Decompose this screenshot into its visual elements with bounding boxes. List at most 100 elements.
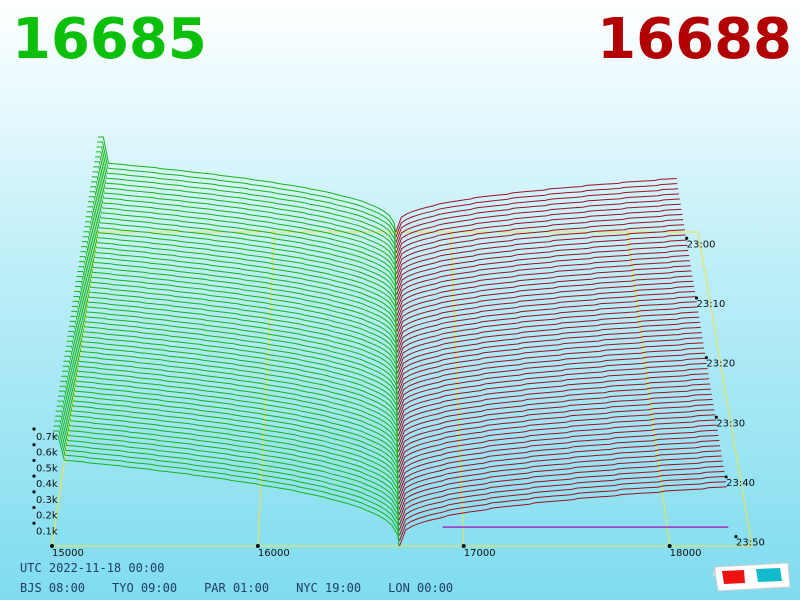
ask-series-line [397, 368, 708, 426]
time-tick-label: 23:20 [706, 359, 735, 370]
bid-series-line [85, 221, 397, 322]
ask-series-line [395, 183, 678, 238]
ask-series-line [398, 450, 722, 510]
bid-series-line [60, 380, 399, 489]
y-tick [32, 521, 36, 525]
bid-series-line [95, 151, 396, 248]
ask-series-line [395, 193, 680, 248]
bid-series-line [59, 385, 399, 494]
timezone-bjs: BJS 08:00 [20, 581, 86, 595]
ask-series-line [397, 357, 706, 416]
ask-series-line [395, 178, 677, 233]
ask-series-line [398, 419, 717, 479]
y-tick-label: 0.7k [36, 432, 58, 443]
y-tick [32, 443, 36, 447]
ask-series-line [397, 393, 712, 452]
bid-series-line [81, 246, 398, 348]
bid-series-line [68, 325, 399, 431]
ask-series-line [398, 440, 720, 500]
time-tick [734, 534, 738, 539]
bid-price: 16685 [12, 7, 207, 72]
ask-series-line [396, 234, 686, 290]
ask-price: 16688 [597, 7, 792, 72]
ask-series-line [397, 311, 699, 369]
x-tick-label: 16000 [258, 548, 290, 559]
bid-series-line [98, 136, 396, 233]
bid-series-line [52, 430, 400, 541]
ask-series-line [395, 198, 680, 254]
bid-series-line [83, 231, 397, 332]
ask-series-line [398, 455, 722, 515]
ask-series-line [397, 326, 701, 384]
time-tick [685, 236, 689, 240]
timezone-tyo: TYO 09:00 [112, 581, 178, 595]
x-tick [50, 544, 54, 548]
bid-series-line [71, 310, 398, 416]
bid-series-line [62, 370, 399, 479]
time-tick-label: 23:00 [687, 239, 716, 250]
bid-series-line [78, 266, 398, 369]
bid-series-line [89, 191, 397, 290]
y-tick [32, 474, 36, 478]
ask-series-line [396, 229, 685, 285]
ask-series-line [395, 219, 684, 275]
ask-series-line [399, 481, 727, 541]
bid-series-line [53, 425, 400, 536]
bid-series-line [82, 236, 397, 337]
grid-line-x [51, 231, 99, 547]
bid-series-line [72, 300, 398, 405]
ask-series-line [396, 280, 694, 337]
ask-series-line [397, 352, 706, 411]
bid-series-line [71, 305, 398, 410]
ask-series-line [396, 249, 689, 306]
y-tick [32, 458, 36, 463]
ask-series-line [397, 347, 705, 405]
y-tick [32, 427, 36, 431]
ask-series-line [395, 203, 681, 259]
bid-series-line [85, 216, 397, 316]
bid-series-line [61, 375, 399, 484]
ask-series-line [398, 476, 726, 536]
bid-series-line [88, 201, 397, 301]
bid-series-line [58, 395, 399, 505]
bid-series-line [91, 176, 397, 274]
bid-series-line [81, 241, 398, 342]
x-tick-label: 17000 [464, 548, 496, 559]
ask-series-line [398, 445, 721, 505]
bid-series-line [94, 156, 397, 253]
bid-series-line [87, 206, 397, 306]
3d-glasses-icon[interactable] [712, 561, 792, 595]
ask-series-line [398, 398, 713, 458]
ask-series-line [396, 306, 698, 363]
ask-series-line [396, 285, 695, 343]
ask-series-line [395, 208, 682, 264]
y-tick-label: 0.2k [36, 511, 58, 522]
bid-series-line [90, 186, 397, 285]
ask-series-line [396, 239, 687, 295]
bid-series-line [75, 281, 398, 384]
bid-series-line [68, 330, 399, 437]
bid-series-line [94, 161, 397, 259]
ask-series-line [396, 270, 692, 327]
y-tick-label: 0.5k [36, 463, 58, 474]
bid-series-line [67, 335, 399, 442]
ask-series-line [396, 296, 696, 353]
ask-series-line [396, 255, 690, 311]
bid-series-line [55, 410, 400, 520]
time-tick-label: 23:30 [716, 418, 745, 429]
y-tick-label: 0.6k [36, 448, 58, 459]
utc-time: UTC 2022-11-18 00:00 [20, 561, 165, 575]
x-tick-label: 15000 [52, 548, 84, 559]
ask-series-line [395, 224, 685, 280]
ask-series-line [398, 434, 719, 494]
bid-series-line [73, 296, 398, 400]
time-tick-label: 23:40 [726, 478, 755, 489]
bid-series-line [80, 251, 398, 353]
ask-series-line [396, 244, 688, 301]
ask-series-line [396, 275, 693, 332]
x-tick [667, 544, 672, 548]
bid-series-line [88, 196, 397, 295]
bid-series-line [93, 166, 397, 264]
bid-series-line [69, 320, 398, 426]
ask-series-line [395, 188, 679, 243]
